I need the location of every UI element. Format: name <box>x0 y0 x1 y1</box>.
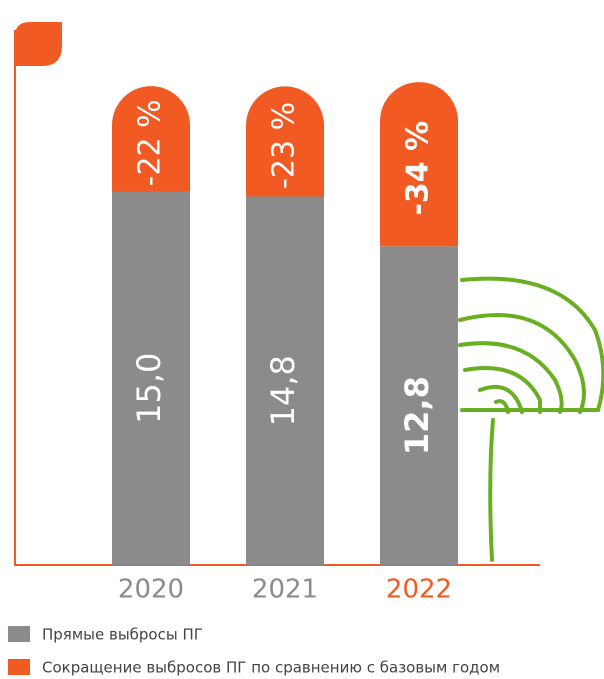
value-label: 15,0 <box>130 353 168 424</box>
value-label: -22 % <box>133 99 168 186</box>
legend-label: Прямые выбросы ПГ <box>42 626 203 644</box>
legend-swatch <box>8 659 30 675</box>
bar-segment <box>112 86 190 192</box>
tree-decoration <box>458 276 604 562</box>
bar-segment <box>246 86 324 197</box>
x-tick-label: 2020 <box>118 575 184 605</box>
value-label: -23 % <box>267 102 302 189</box>
axis-frame <box>14 30 540 566</box>
x-tick-label: 2022 <box>386 575 452 605</box>
bar-segment <box>380 246 458 565</box>
value-label: -34 % <box>401 121 436 216</box>
bar-segment <box>246 196 324 566</box>
value-label: 12,8 <box>398 376 436 455</box>
flag-icon <box>15 22 62 66</box>
x-tick-label: 2021 <box>252 575 318 605</box>
legend-label: Сокращение выбросов ПГ по сравнению с ба… <box>42 659 500 677</box>
legend-swatch <box>8 626 30 642</box>
bar-segment <box>380 82 458 247</box>
value-label: 14,8 <box>264 355 302 426</box>
bar-segment <box>112 191 190 565</box>
